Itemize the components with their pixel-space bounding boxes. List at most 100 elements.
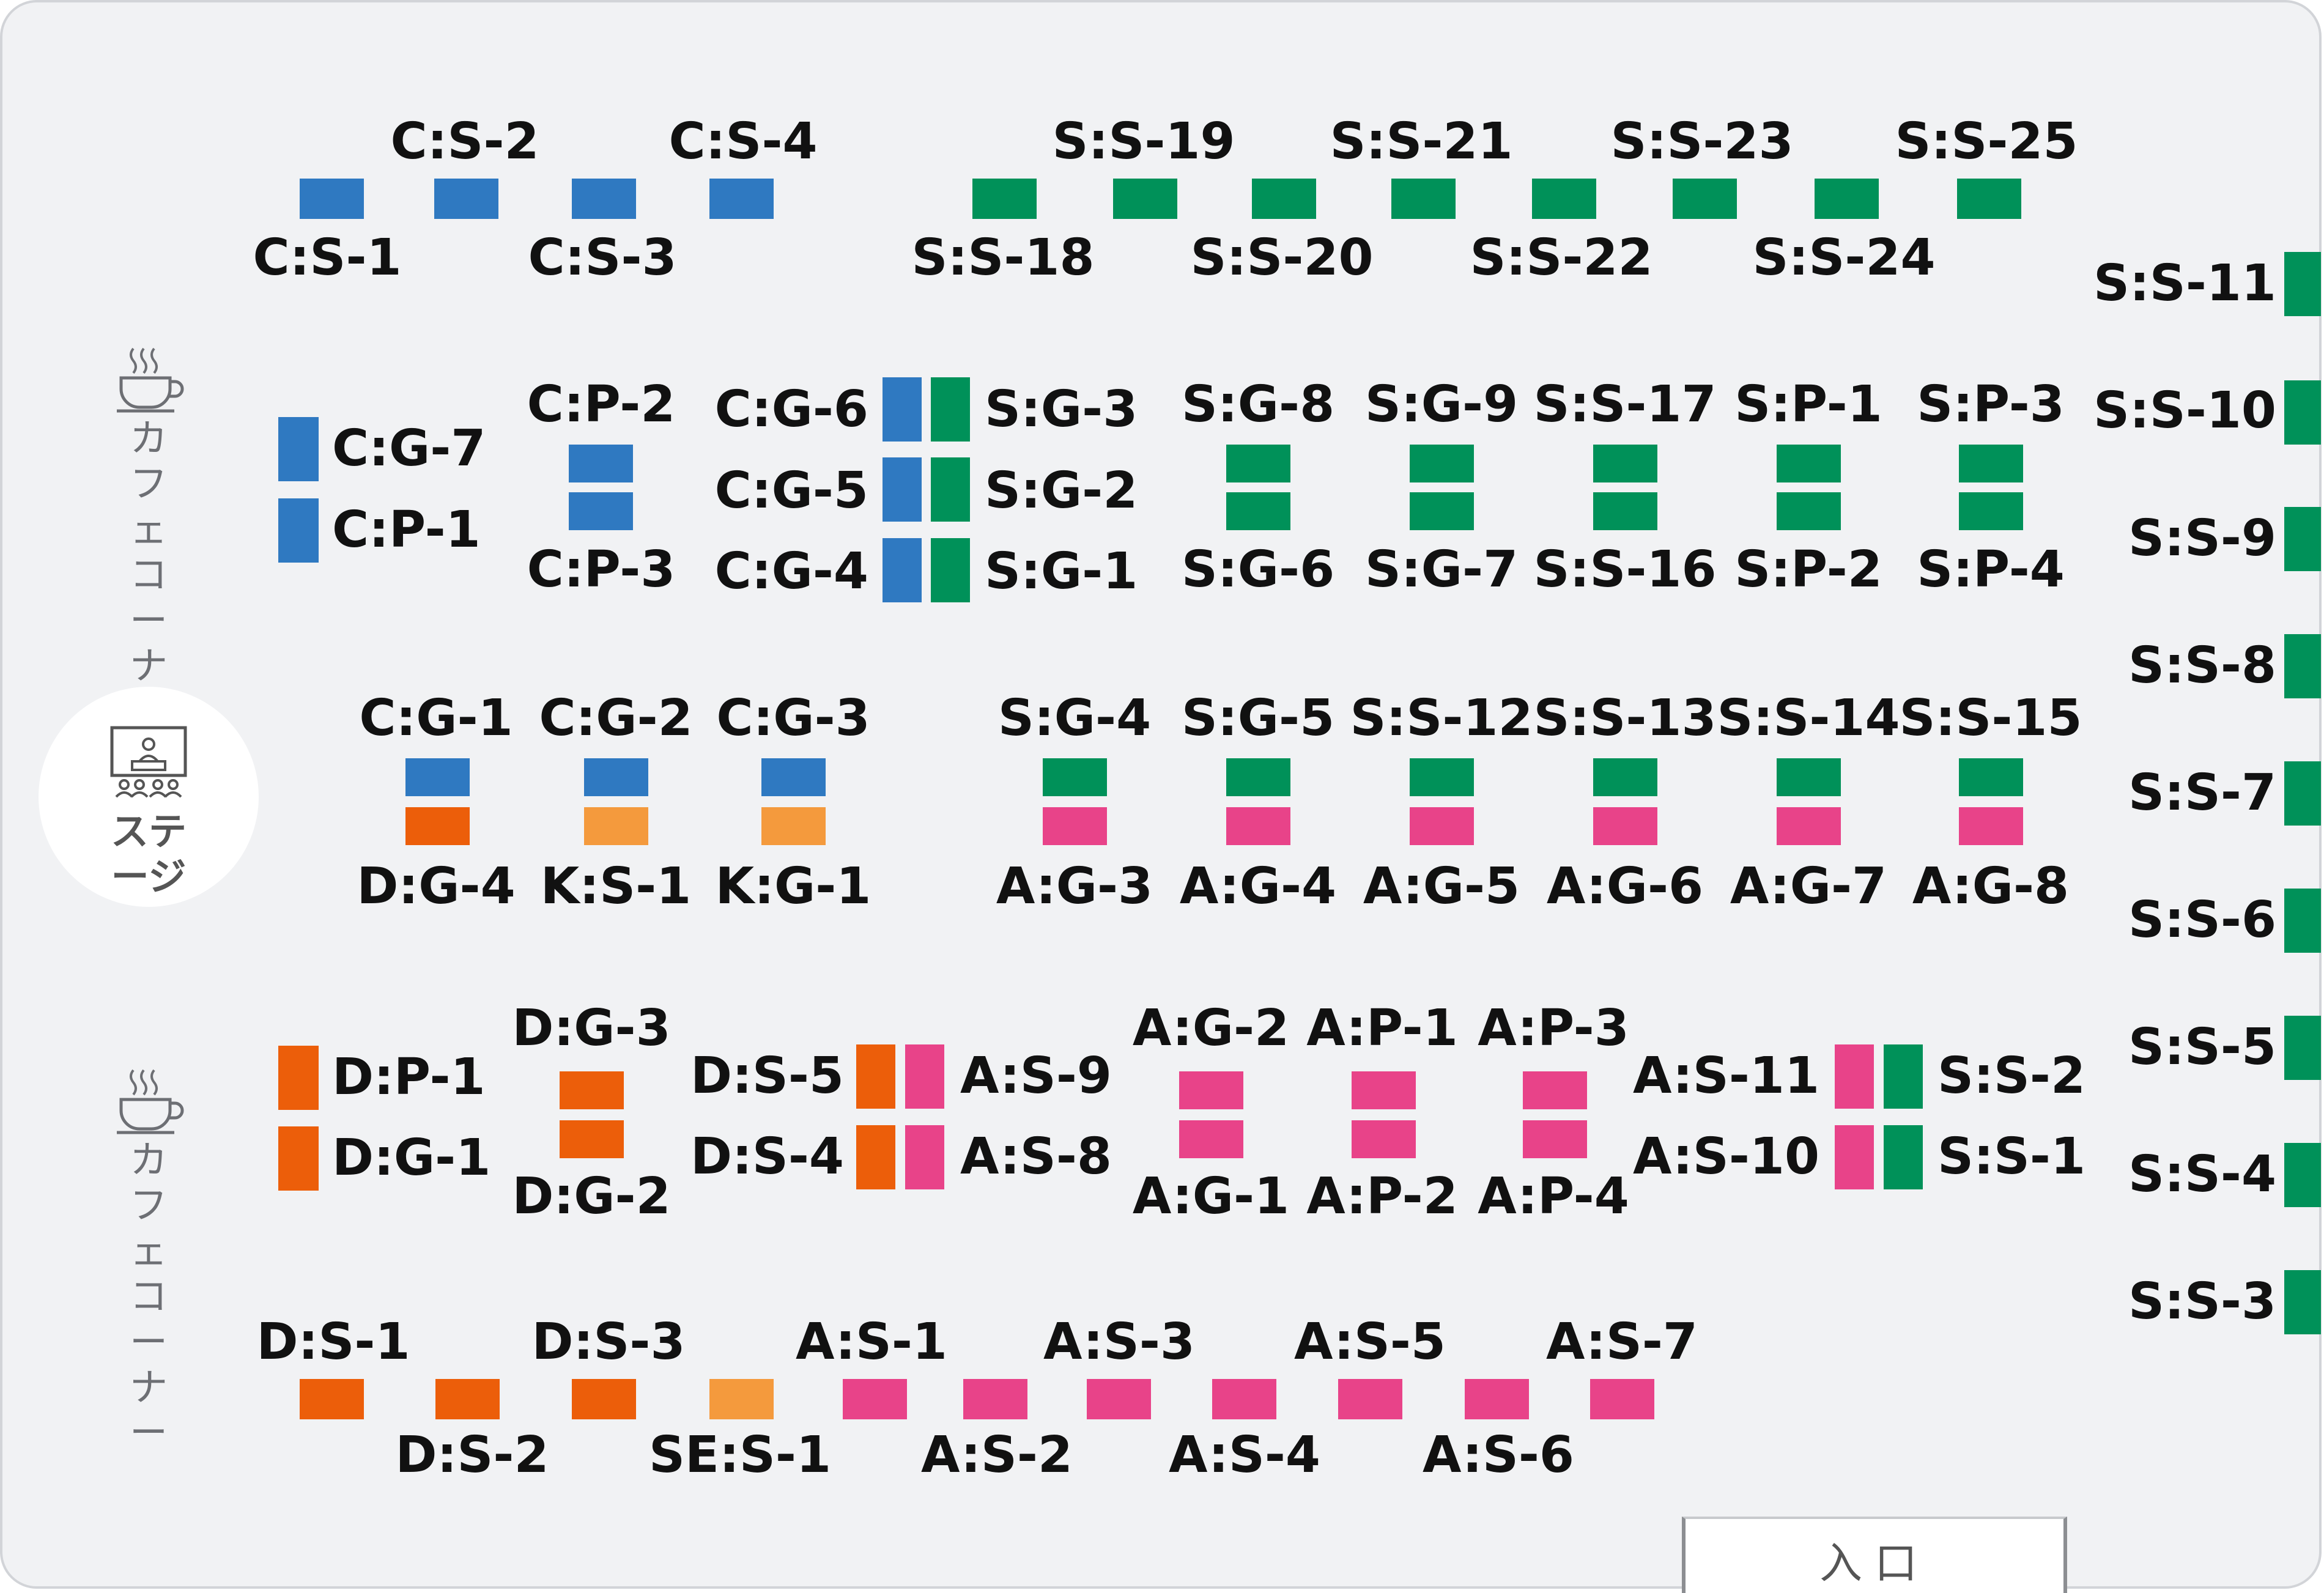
booth-k-g-1[interactable] — [761, 807, 826, 845]
booth-s-s-18[interactable] — [972, 179, 1037, 219]
booth-a-p-4[interactable] — [1523, 1120, 1587, 1158]
booth-s-s-3[interactable] — [2284, 1270, 2321, 1334]
booth-d-g-4[interactable] — [405, 807, 470, 845]
booth-s-p-1[interactable] — [1777, 445, 1841, 482]
booth-s-s-16[interactable] — [1593, 492, 1657, 530]
booth-a-p-3[interactable] — [1523, 1071, 1587, 1109]
booth-a-p-2[interactable] — [1352, 1120, 1416, 1158]
booth-s-s-9[interactable] — [2284, 507, 2321, 571]
booth-s-s-19[interactable] — [1113, 179, 1177, 219]
booth-s-s-2[interactable] — [1884, 1044, 1923, 1109]
booth-c-s-2[interactable] — [434, 179, 498, 219]
booth-a-g-6[interactable] — [1593, 807, 1657, 845]
booth-label-s-s-6: S:S-6 — [2128, 891, 2276, 949]
booth-c-s-4[interactable] — [709, 179, 774, 219]
booth-a-s-9[interactable] — [905, 1044, 944, 1109]
booth-label-s-g-4: S:G-4 — [997, 689, 1152, 747]
booth-a-g-4[interactable] — [1226, 807, 1290, 845]
booth-s-s-14[interactable] — [1777, 758, 1841, 796]
booth-s-p-3[interactable] — [1959, 445, 2023, 482]
booth-a-g-1[interactable] — [1179, 1120, 1243, 1158]
booth-d-s-4[interactable] — [856, 1125, 895, 1189]
booth-d-s-3[interactable] — [572, 1379, 636, 1419]
booth-c-s-3[interactable] — [572, 179, 636, 219]
booth-s-s-11[interactable] — [2284, 252, 2321, 316]
booth-a-s-5[interactable] — [1338, 1379, 1402, 1419]
booth-s-s-20[interactable] — [1252, 179, 1316, 219]
booth-c-p-3[interactable] — [569, 492, 633, 530]
booth-s-s-25[interactable] — [1957, 179, 2021, 219]
booth-s-g-9[interactable] — [1410, 445, 1474, 482]
booth-label-a-p-4: A:P-4 — [1478, 1167, 1629, 1225]
booth-s-s-12[interactable] — [1410, 758, 1474, 796]
booth-c-g-7[interactable] — [278, 417, 319, 481]
booth-s-s-15[interactable] — [1959, 758, 2023, 796]
booth-s-s-17[interactable] — [1593, 445, 1657, 482]
booth-s-g-2[interactable] — [931, 457, 970, 522]
booth-s-s-1[interactable] — [1884, 1125, 1923, 1189]
booth-s-s-7[interactable] — [2284, 761, 2321, 826]
booth-a-s-10[interactable] — [1835, 1125, 1874, 1189]
booth-c-g-6[interactable] — [883, 377, 922, 442]
booth-s-s-24[interactable] — [1815, 179, 1879, 219]
booth-s-g-7[interactable] — [1410, 492, 1474, 530]
booth-label-s-g-2: S:G-2 — [985, 462, 1138, 520]
booth-s-g-5[interactable] — [1226, 758, 1290, 796]
booth-a-g-8[interactable] — [1959, 807, 2023, 845]
booth-a-s-8[interactable] — [905, 1125, 944, 1189]
booth-a-s-1[interactable] — [843, 1379, 907, 1419]
booth-s-g-8[interactable] — [1226, 445, 1290, 482]
booth-s-p-2[interactable] — [1777, 492, 1841, 530]
booth-a-s-7[interactable] — [1590, 1379, 1654, 1419]
booth-label-c-g-6: C:G-6 — [714, 380, 868, 438]
booth-label-d-s-3: D:S-3 — [531, 1313, 686, 1371]
booth-c-g-1[interactable] — [405, 758, 470, 796]
booth-c-s-1[interactable] — [300, 179, 364, 219]
booth-label-a-s-4: A:S-4 — [1169, 1426, 1320, 1484]
booth-d-p-1[interactable] — [278, 1046, 319, 1110]
booth-d-s-2[interactable] — [435, 1379, 500, 1419]
booth-c-g-4[interactable] — [883, 538, 922, 602]
booth-s-s-23[interactable] — [1673, 179, 1737, 219]
booth-c-p-1[interactable] — [278, 498, 319, 563]
booth-d-s-1[interactable] — [300, 1379, 364, 1419]
booth-c-g-5[interactable] — [883, 457, 922, 522]
booth-d-g-1[interactable] — [278, 1126, 319, 1191]
booth-a-g-7[interactable] — [1777, 807, 1841, 845]
booth-s-s-22[interactable] — [1532, 179, 1596, 219]
booth-a-g-5[interactable] — [1410, 807, 1474, 845]
booth-s-s-21[interactable] — [1391, 179, 1456, 219]
booth-s-s-8[interactable] — [2284, 634, 2321, 698]
booth-s-g-6[interactable] — [1226, 492, 1290, 530]
booth-s-p-4[interactable] — [1959, 492, 2023, 530]
booth-d-g-2[interactable] — [560, 1120, 624, 1158]
booth-s-s-6[interactable] — [2284, 889, 2321, 953]
booth-a-s-3[interactable] — [1087, 1379, 1151, 1419]
booth-s-g-1[interactable] — [931, 538, 970, 602]
booth-label-s-s-12: S:S-12 — [1350, 689, 1533, 747]
booth-c-p-2[interactable] — [569, 445, 633, 482]
booth-d-g-3[interactable] — [560, 1071, 624, 1109]
booth-a-s-11[interactable] — [1835, 1044, 1874, 1109]
booth-a-s-4[interactable] — [1212, 1379, 1276, 1419]
booth-c-g-3[interactable] — [761, 758, 826, 796]
booth-label-a-g-5: A:G-5 — [1363, 857, 1520, 915]
booth-a-s-6[interactable] — [1465, 1379, 1529, 1419]
booth-s-s-5[interactable] — [2284, 1016, 2321, 1080]
booth-a-p-1[interactable] — [1352, 1071, 1416, 1109]
booth-s-g-3[interactable] — [931, 377, 970, 442]
booth-d-s-5[interactable] — [856, 1044, 895, 1109]
booth-c-g-2[interactable] — [584, 758, 648, 796]
booth-s-s-10[interactable] — [2284, 380, 2321, 445]
entrance-label: 入口 — [1819, 1538, 1930, 1589]
booth-s-s-13[interactable] — [1593, 758, 1657, 796]
booth-k-s-1[interactable] — [584, 807, 648, 845]
booth-a-g-2[interactable] — [1179, 1071, 1243, 1109]
booth-s-s-4[interactable] — [2284, 1143, 2321, 1207]
booth-label-s-g-7: S:G-7 — [1364, 541, 1519, 599]
booth-a-s-2[interactable] — [963, 1379, 1027, 1419]
booth-se-s-1[interactable] — [709, 1379, 774, 1419]
booth-s-g-4[interactable] — [1043, 758, 1107, 796]
booth-label-s-p-3: S:P-3 — [1917, 375, 2065, 434]
booth-a-g-3[interactable] — [1043, 807, 1107, 845]
